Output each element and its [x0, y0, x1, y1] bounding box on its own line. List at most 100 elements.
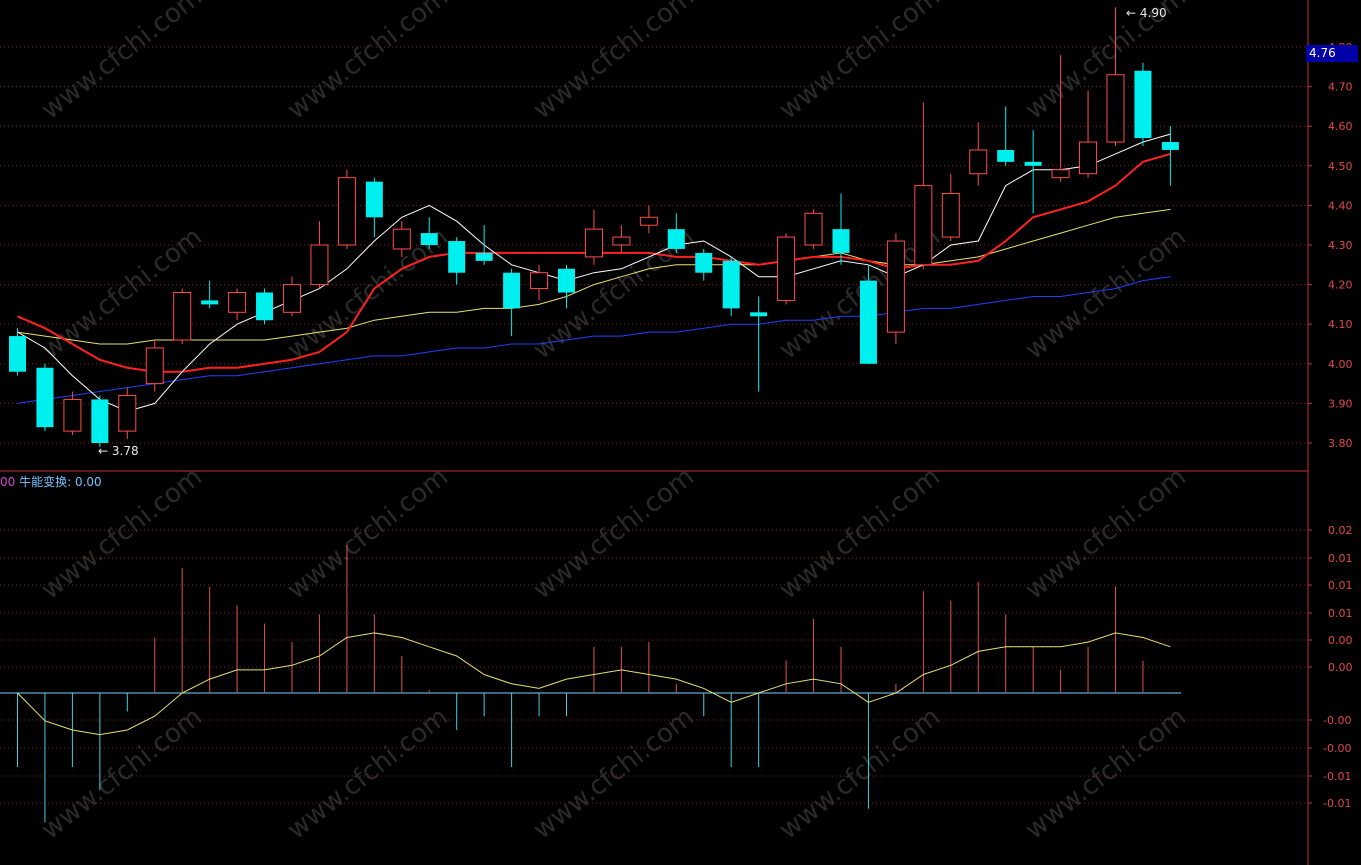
price-tick-label: 4.60	[1328, 120, 1353, 133]
candle-body	[804, 212, 823, 246]
indicator-tick-label: -0.00	[1323, 714, 1351, 727]
indicator-tick-label: 0.02	[1328, 524, 1353, 537]
watermark-text: www.cfchi.com	[36, 0, 208, 126]
candle	[914, 102, 933, 269]
candle-body	[9, 336, 26, 372]
high-price-label: ← 4.90	[1126, 6, 1167, 20]
candle-body	[530, 272, 549, 290]
candle-body	[558, 268, 575, 293]
low-price-value: 3.78	[111, 444, 139, 458]
price-tick-label: 3.80	[1328, 437, 1353, 450]
candle	[969, 122, 988, 186]
candle-body	[228, 292, 247, 313]
indicator-tick-label: -0.01	[1323, 797, 1351, 810]
candle	[256, 288, 274, 325]
ma5-line	[17, 133, 1171, 412]
indicator-tick-label: 0.01	[1328, 607, 1353, 620]
price-tick-label: 4.40	[1328, 199, 1353, 212]
candle-body	[997, 149, 1015, 162]
candle	[859, 264, 877, 364]
candle	[310, 221, 329, 289]
low-price-label: ← 3.78	[98, 444, 139, 458]
candle-body	[392, 228, 411, 250]
price-tick-label: 4.20	[1328, 279, 1353, 292]
indicator-lead: 00	[0, 475, 16, 489]
candle-body	[503, 272, 521, 309]
watermark-text: www.cfchi.com	[774, 0, 946, 126]
watermark-text: www.cfchi.com	[1020, 702, 1192, 846]
candle	[283, 276, 301, 317]
candle-body	[969, 149, 988, 175]
candle-body	[283, 284, 301, 313]
axes: 4.804.704.604.504.404.304.204.104.003.90…	[1307, 0, 1353, 865]
candle	[420, 217, 438, 249]
candle	[91, 395, 109, 447]
ma60-line	[17, 276, 1171, 404]
watermark-text: www.cfchi.com	[282, 0, 454, 126]
watermark-text: www.cfchi.com	[1020, 222, 1192, 366]
candle-body	[612, 236, 631, 246]
candle-body	[145, 347, 164, 385]
high-price-value: 4.90	[1139, 6, 1167, 20]
candle	[118, 387, 137, 440]
candle-body	[310, 244, 329, 286]
indicator-name: 牛能变换: 0.00	[19, 475, 102, 489]
candle-body	[639, 216, 658, 226]
candle-body	[859, 280, 877, 364]
candle	[584, 209, 603, 265]
candle	[201, 280, 219, 309]
ma20-line	[17, 208, 1171, 345]
indicator-tick-label: -0.00	[1323, 742, 1351, 755]
candle	[997, 106, 1015, 166]
candle-body	[695, 252, 713, 273]
current-price-tag: 4.76	[1306, 45, 1358, 62]
watermark-text: www.cfchi.com	[528, 0, 700, 126]
candle-body	[173, 292, 192, 341]
candle-body	[1134, 70, 1152, 139]
candle-body	[256, 292, 274, 321]
moving-average-lines	[17, 133, 1171, 412]
price-tick-label: 4.50	[1328, 160, 1353, 173]
indicator-tick-label: -0.01	[1323, 770, 1351, 783]
candle	[530, 264, 549, 301]
indicator-tick-label: 0.00	[1328, 634, 1353, 647]
candle-body	[832, 229, 850, 253]
price-tick-label: 3.90	[1328, 397, 1353, 410]
watermark-text: www.cfchi.com	[774, 702, 946, 846]
candle-body	[667, 229, 685, 249]
candle-body	[886, 240, 905, 333]
candle	[667, 213, 685, 253]
candle-body	[777, 236, 796, 301]
candle	[448, 237, 466, 285]
candlestick-series[interactable]	[9, 7, 1179, 447]
candle	[173, 288, 192, 344]
candle	[612, 225, 631, 253]
candle-body	[1051, 169, 1070, 179]
candle-body	[118, 394, 137, 432]
candle	[63, 391, 82, 436]
candle	[503, 268, 521, 337]
candle-body	[1161, 142, 1179, 150]
indicator-tick-label: 0.01	[1328, 552, 1353, 565]
candle-body	[1106, 74, 1125, 143]
candle-body	[63, 398, 82, 432]
candle	[1051, 54, 1070, 182]
candle	[1024, 130, 1042, 214]
candle	[558, 264, 575, 309]
indicator-panel	[0, 470, 1308, 823]
price-tick-label: 4.10	[1328, 318, 1353, 331]
candle	[886, 233, 905, 344]
indicator-tick-label: 0.00	[1328, 661, 1353, 674]
watermark-text: www.cfchi.com	[36, 702, 208, 846]
candle	[722, 256, 740, 317]
candle	[36, 363, 54, 432]
candle	[392, 221, 411, 257]
candle-body	[91, 399, 109, 443]
watermark-text: www.cfchi.com	[774, 462, 946, 606]
candle	[9, 328, 26, 376]
candle-body	[448, 241, 466, 273]
candle-body	[914, 185, 933, 266]
candle	[365, 177, 383, 238]
indicator-tick-label: 0.01	[1328, 579, 1353, 592]
